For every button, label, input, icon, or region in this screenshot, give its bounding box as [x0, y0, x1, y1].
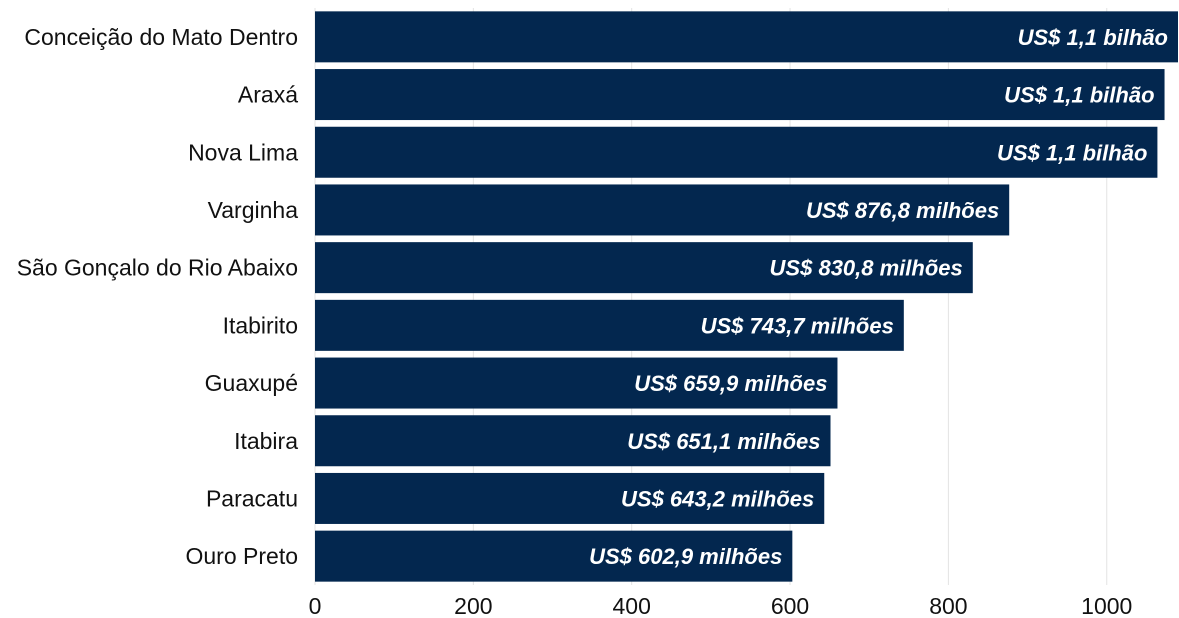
x-tick-label: 1000: [1081, 593, 1132, 618]
data-labels: US$ 1,1 bilhão US$ 1,1 bilhão US$ 1,1 bilh…: [589, 25, 1168, 569]
data-label: US$ 1,1 bilhão: [997, 140, 1147, 165]
bar: [315, 530, 793, 582]
x-tick-label: 200: [454, 593, 492, 618]
bar: [315, 184, 1010, 236]
category-label: São Gonçalo do Rio Abaixo: [17, 255, 298, 281]
data-label: US$ 876,8 milhões: [806, 198, 999, 223]
category-label: Itabira: [234, 428, 298, 454]
data-label: US$ 643,2 milhões: [621, 486, 814, 511]
category-labels: Conceição do Mato Dentro Araxá Nova Lima Va…: [17, 24, 299, 569]
category-label: Paracatu: [206, 485, 298, 511]
category-label: Nova Lima: [188, 139, 298, 165]
bar: [315, 126, 1158, 178]
category-label: Ouro Preto: [186, 543, 299, 569]
data-label: US$ 743,7 milhões: [701, 313, 894, 338]
data-label: US$ 602,9 milhões: [589, 544, 782, 569]
data-label: US$ 659,9 milhões: [634, 371, 827, 396]
x-tick-label: 800: [929, 593, 967, 618]
data-label: US$ 651,1 milhões: [627, 429, 820, 454]
bar: [315, 415, 831, 467]
bar: [315, 357, 838, 409]
bar: [315, 299, 904, 351]
bar: [315, 472, 825, 524]
bar: [315, 11, 1178, 63]
data-label: US$ 1,1 bilhão: [1004, 83, 1154, 108]
data-label: US$ 1,1 bilhão: [1018, 25, 1168, 50]
bar: [315, 69, 1165, 121]
bar: [315, 242, 973, 294]
x-tick-label: 600: [771, 593, 809, 618]
category-label: Guaxupé: [205, 370, 298, 396]
category-label: Itabirito: [223, 312, 298, 338]
category-label: Araxá: [238, 82, 298, 108]
category-label: Conceição do Mato Dentro: [24, 24, 298, 50]
x-axis-ticks: 0 200 400 600 800 1000: [309, 593, 1133, 618]
category-label: Varginha: [208, 197, 299, 223]
data-label: US$ 830,8 milhões: [770, 256, 963, 281]
bars: [315, 11, 1178, 582]
x-tick-label: 400: [613, 593, 651, 618]
x-tick-label: 0: [309, 593, 322, 618]
